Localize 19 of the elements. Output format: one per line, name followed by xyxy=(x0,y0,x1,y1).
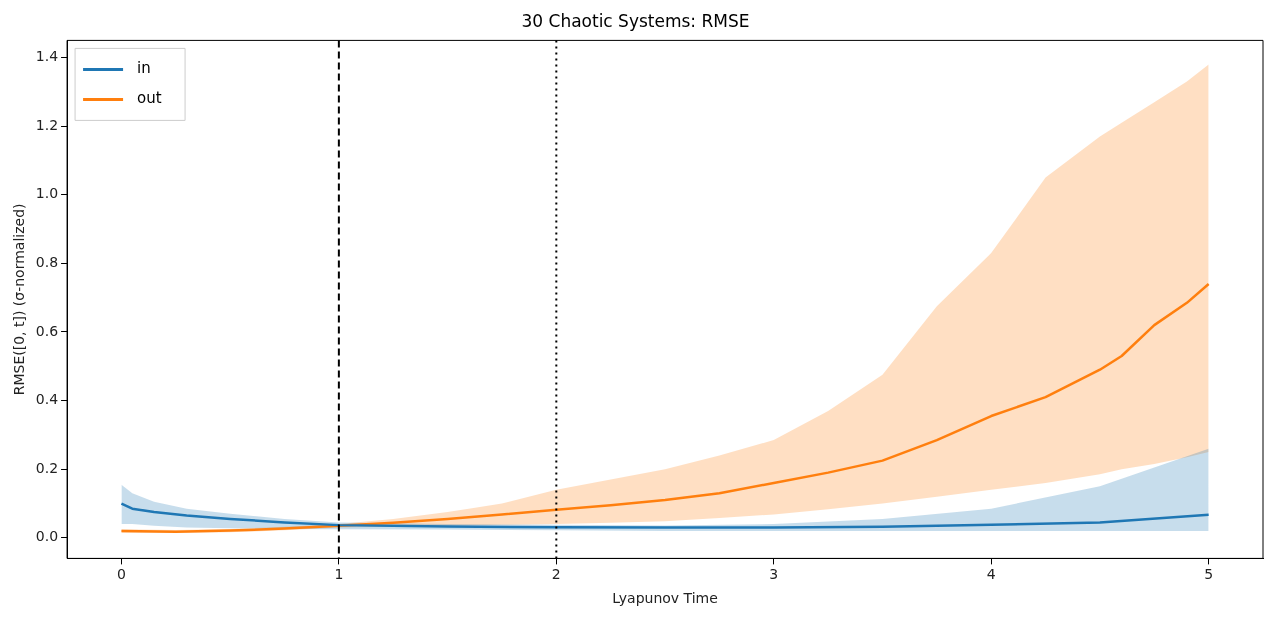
x-axis-title: Lyapunov Time xyxy=(612,590,718,607)
y-axis-title: RMSE([0, t]) (σ-normalized) xyxy=(11,203,28,396)
x-tick-label: 4 xyxy=(986,566,996,583)
x-tick-label: 1 xyxy=(334,566,344,583)
y-tick-label: 0.8 xyxy=(35,254,59,271)
y-tick-label: 0.6 xyxy=(35,322,59,339)
y-tick-label: 0.0 xyxy=(35,528,59,545)
x-tick-label: 5 xyxy=(1204,566,1214,583)
x-tick-label: 3 xyxy=(769,566,779,583)
chart-title: 30 Chaotic Systems: RMSE xyxy=(521,10,750,31)
x-tick-label: 2 xyxy=(551,566,561,583)
legend-label: in xyxy=(137,59,151,78)
y-tick-label: 1.4 xyxy=(35,48,59,65)
y-tick-label: 1.2 xyxy=(35,116,59,133)
y-tick-label: 0.4 xyxy=(35,391,59,408)
y-tick-label: 1.0 xyxy=(35,185,59,202)
x-tick-label: 0 xyxy=(116,566,126,583)
y-tick-label: 0.2 xyxy=(35,459,59,476)
legend-label: out xyxy=(137,89,162,108)
